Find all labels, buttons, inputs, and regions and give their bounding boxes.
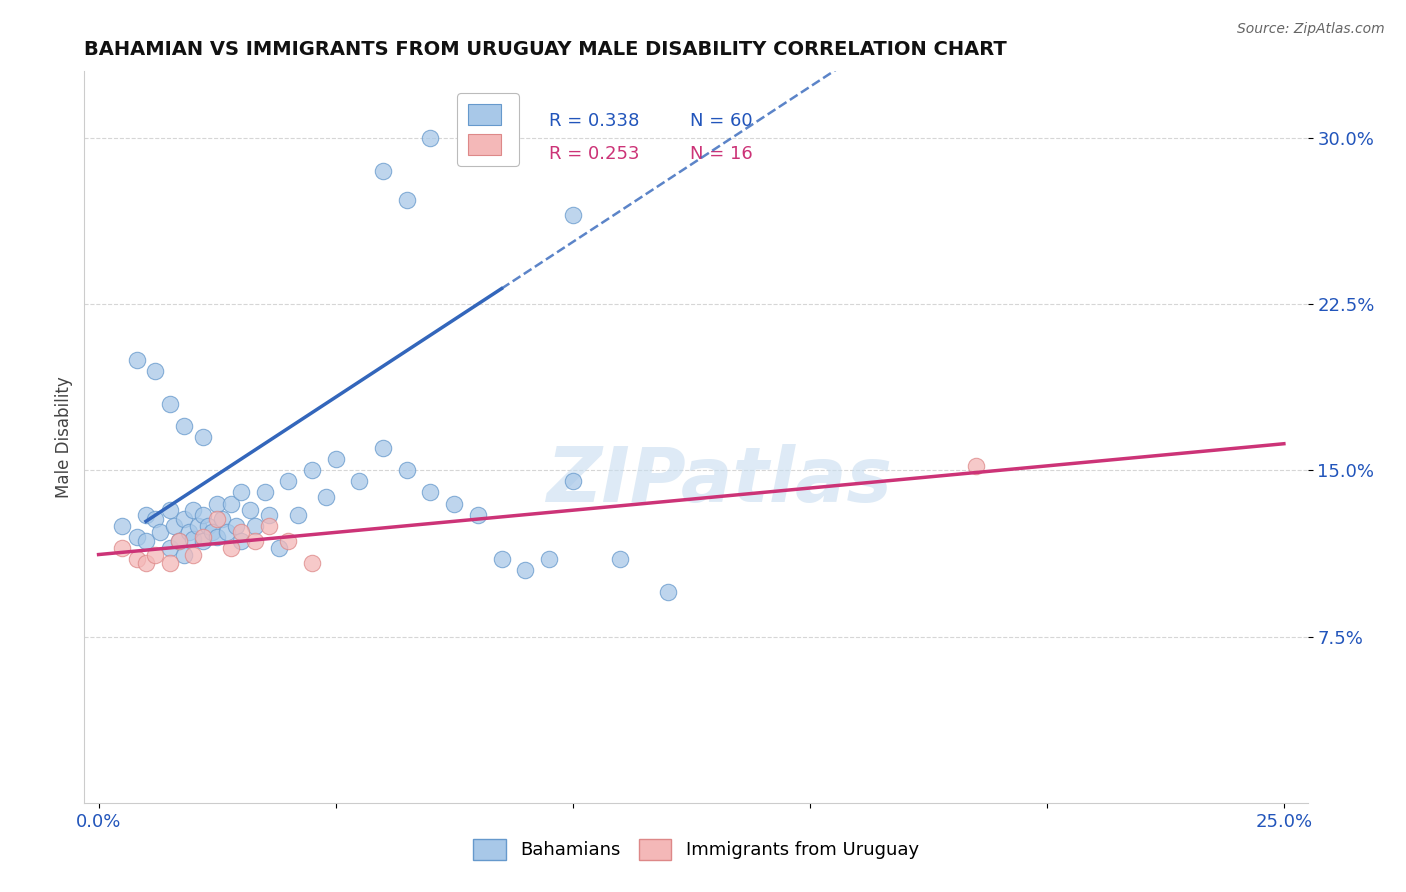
Point	[395, 463, 418, 477]
Point	[467, 508, 489, 522]
Point	[965, 458, 987, 473]
Point	[183, 532, 205, 546]
Text: Source: ZipAtlas.com: Source: ZipAtlas.com	[1237, 22, 1385, 37]
Point	[187, 518, 209, 533]
Point	[173, 548, 195, 562]
Point	[167, 534, 190, 549]
Point	[301, 463, 323, 477]
Point	[287, 508, 309, 522]
Point	[259, 508, 281, 522]
Point	[609, 552, 631, 566]
Y-axis label: Male Disability: Male Disability	[55, 376, 73, 498]
Point	[163, 518, 186, 533]
Point	[205, 530, 228, 544]
Point	[243, 534, 266, 549]
Point	[191, 508, 214, 522]
Point	[205, 497, 228, 511]
Point	[211, 512, 233, 526]
Point	[177, 525, 200, 540]
Point	[191, 430, 214, 444]
Point	[159, 503, 181, 517]
Point	[145, 512, 167, 526]
Point	[277, 534, 299, 549]
Point	[371, 164, 394, 178]
Point	[135, 508, 157, 522]
Point	[561, 475, 583, 489]
Point	[125, 352, 148, 367]
Point	[191, 534, 214, 549]
Point	[371, 441, 394, 455]
Point	[205, 512, 228, 526]
Point	[145, 363, 167, 377]
Point	[537, 552, 560, 566]
Point	[225, 518, 247, 533]
Text: ZIPatlas: ZIPatlas	[547, 444, 893, 518]
Point	[443, 497, 465, 511]
Point	[215, 525, 238, 540]
Text: BAHAMIAN VS IMMIGRANTS FROM URUGUAY MALE DISABILITY CORRELATION CHART: BAHAMIAN VS IMMIGRANTS FROM URUGUAY MALE…	[84, 39, 1007, 59]
Point	[239, 503, 262, 517]
Point	[145, 548, 167, 562]
Point	[419, 131, 441, 145]
Point	[395, 193, 418, 207]
Point	[243, 518, 266, 533]
Point	[167, 534, 190, 549]
Point	[201, 525, 224, 540]
Text: R = 0.253: R = 0.253	[550, 145, 640, 162]
Point	[191, 530, 214, 544]
Point	[229, 485, 252, 500]
Point	[259, 518, 281, 533]
Point	[159, 397, 181, 411]
Point	[149, 525, 172, 540]
Point	[197, 518, 219, 533]
Legend: Bahamians, Immigrants from Uruguay: Bahamians, Immigrants from Uruguay	[465, 831, 927, 867]
Point	[301, 557, 323, 571]
Text: N = 60: N = 60	[690, 112, 752, 129]
Point	[183, 548, 205, 562]
Point	[325, 452, 347, 467]
Point	[111, 541, 134, 555]
Point	[221, 497, 243, 511]
Point	[229, 525, 252, 540]
Point	[229, 534, 252, 549]
Text: N = 16: N = 16	[690, 145, 752, 162]
Point	[111, 518, 134, 533]
Point	[277, 475, 299, 489]
Point	[561, 209, 583, 223]
Point	[315, 490, 337, 504]
Point	[491, 552, 513, 566]
Point	[135, 534, 157, 549]
Point	[657, 585, 679, 599]
Point	[159, 541, 181, 555]
Point	[173, 419, 195, 434]
Point	[253, 485, 276, 500]
Text: R = 0.338: R = 0.338	[550, 112, 640, 129]
Point	[349, 475, 371, 489]
Point	[515, 563, 537, 577]
Point	[135, 557, 157, 571]
Point	[183, 503, 205, 517]
Point	[159, 557, 181, 571]
Point	[267, 541, 290, 555]
Point	[125, 530, 148, 544]
Point	[173, 512, 195, 526]
Point	[221, 541, 243, 555]
Point	[125, 552, 148, 566]
Point	[419, 485, 441, 500]
Point	[491, 142, 513, 156]
